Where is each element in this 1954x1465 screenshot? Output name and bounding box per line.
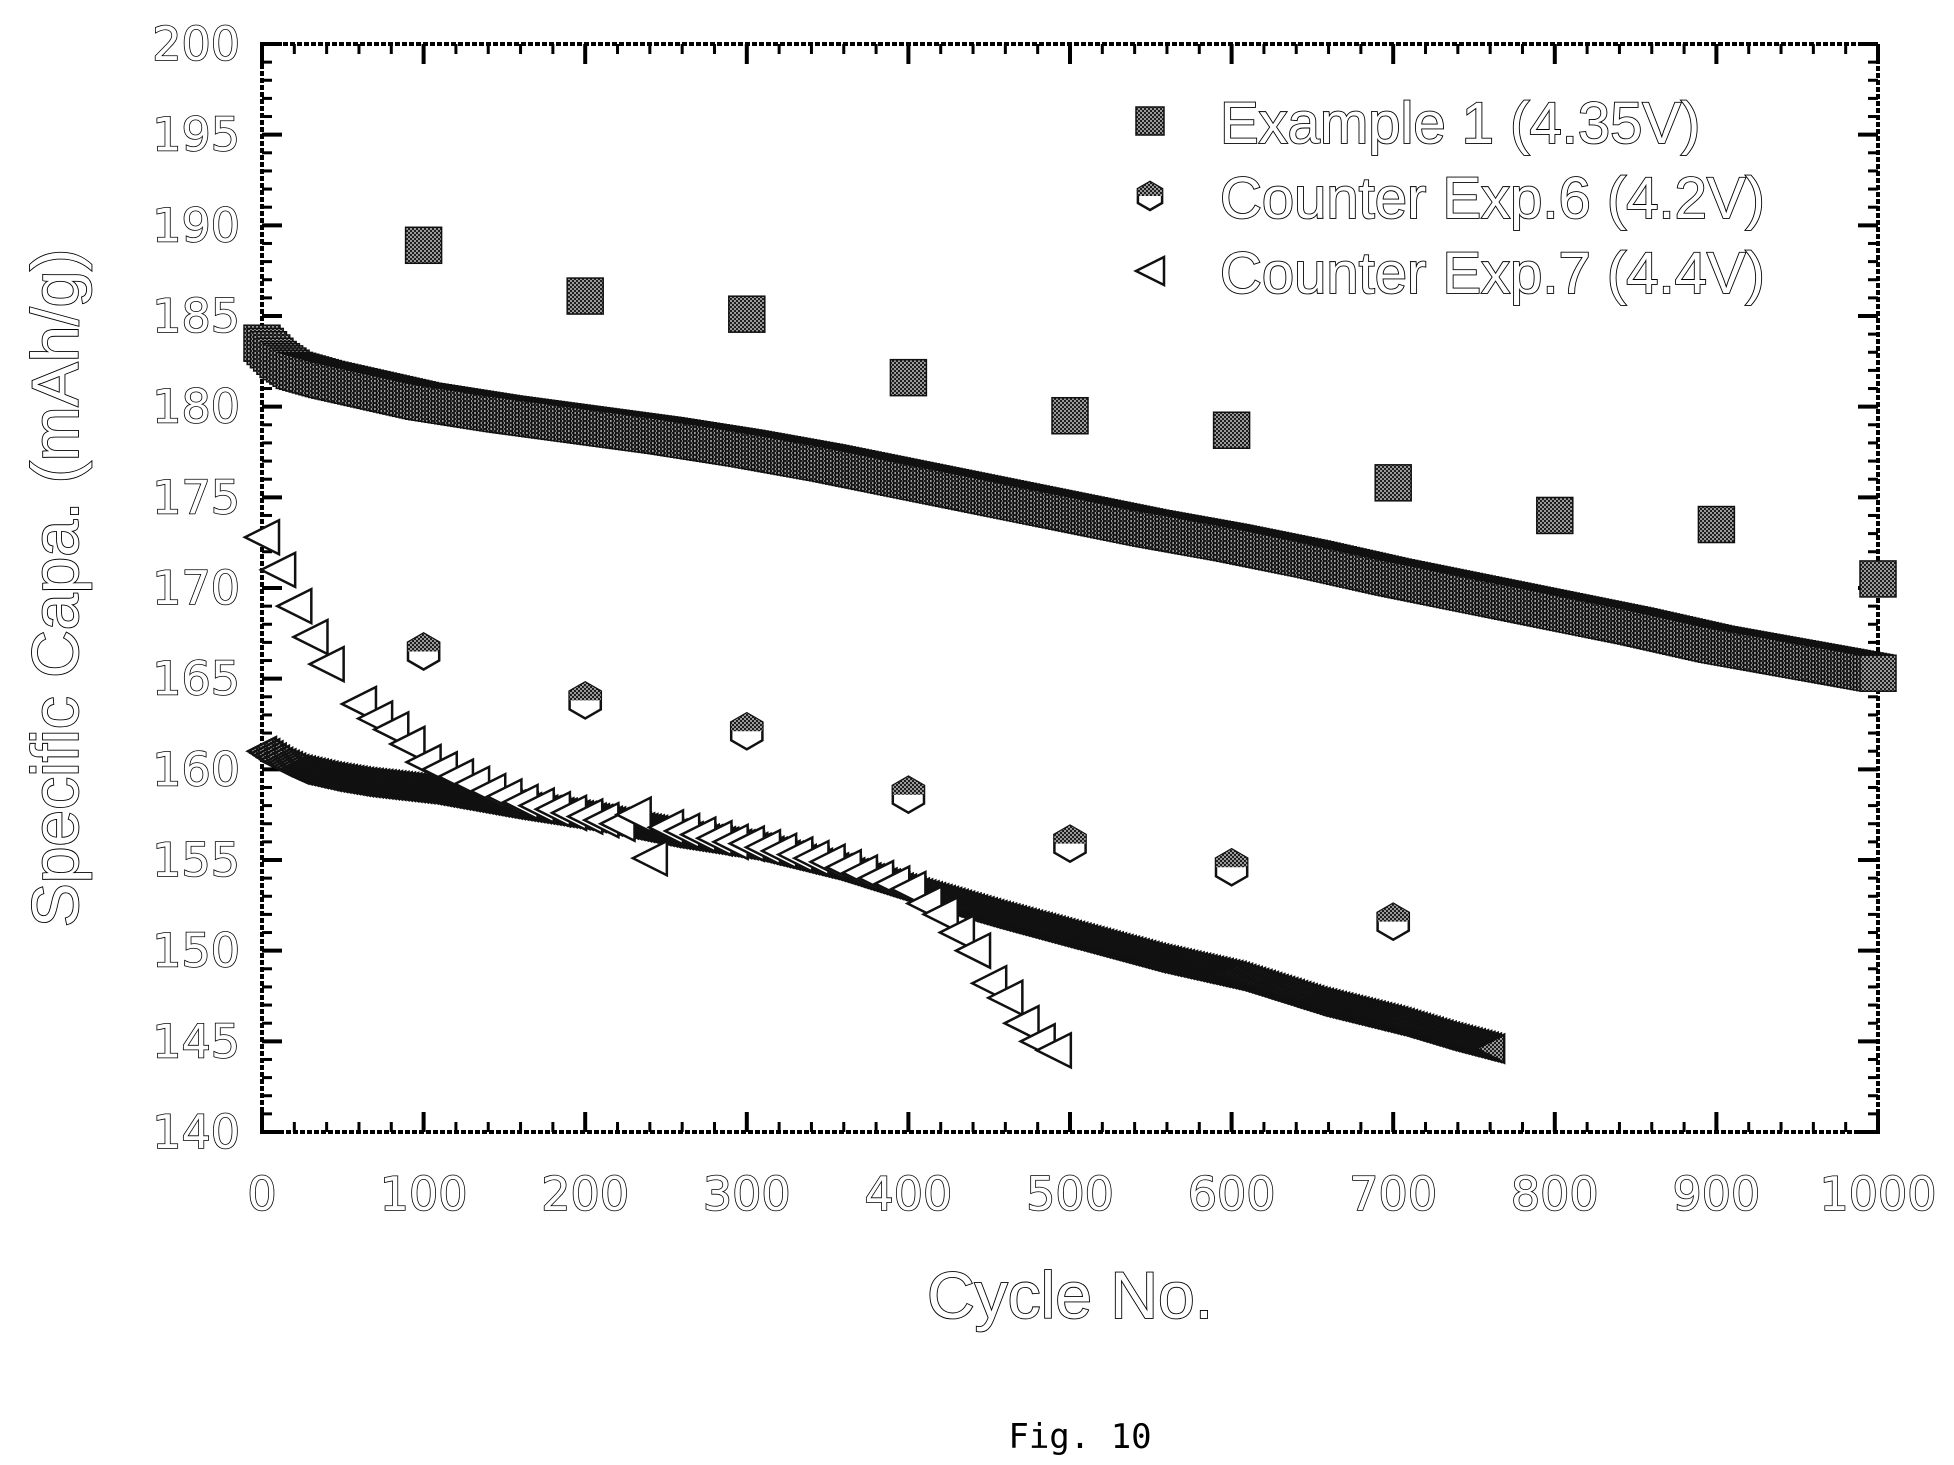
y-tick-label: 170 — [152, 561, 240, 615]
legend-label: Counter Exp.7 (4.4V) — [1220, 241, 1765, 306]
legend-label: Example 1 (4.35V) — [1220, 91, 1700, 156]
data-point — [290, 617, 329, 656]
legend-marker-square — [1135, 106, 1165, 136]
y-tick-label: 145 — [152, 1014, 240, 1068]
data-point — [1859, 560, 1897, 598]
x-tick-label: 500 — [1026, 1167, 1114, 1221]
y-tick-label: 140 — [152, 1105, 240, 1159]
x-axis: 0 100 200 300 400 500 600 700 800 900 1000 — [247, 44, 1937, 1222]
x-tick-label: 200 — [541, 1167, 629, 1221]
y-tick-label: 200 — [152, 17, 240, 71]
y-tick-label: 190 — [152, 198, 240, 252]
legend-label: Counter Exp.6 (4.2V) — [1220, 166, 1765, 231]
data-point — [1697, 505, 1736, 544]
data-point — [1214, 847, 1249, 887]
legend-item-2: Counter Exp.6 (4.2V) — [1136, 165, 1766, 232]
data-point — [1376, 902, 1411, 942]
x-tick-label: 800 — [1511, 1167, 1599, 1221]
x-tick-label: 300 — [703, 1167, 791, 1221]
data-point — [728, 295, 766, 333]
data-point — [406, 632, 441, 671]
y-tick-label: 175 — [152, 470, 240, 524]
data-point — [387, 724, 426, 763]
y-axis-title: Specific Capa. (mAh/g) — [18, 249, 92, 928]
data-point — [1536, 496, 1574, 535]
legend: Example 1 (4.35V) Counter Exp.6 (4.2V) Cou… — [1133, 90, 1766, 307]
x-tick-label: 1000 — [1819, 1167, 1936, 1221]
data-point — [937, 913, 976, 952]
y-tick-label: 195 — [152, 108, 240, 162]
data-point — [1051, 396, 1089, 435]
legend-marker-hexagon — [1136, 180, 1164, 212]
y-tick-label: 155 — [152, 833, 240, 887]
data-point — [985, 978, 1024, 1017]
legend-item-3: Counter Exp.7 (4.4V) — [1133, 240, 1766, 307]
x-tick-label: 600 — [1188, 1167, 1276, 1221]
data-point — [920, 895, 959, 934]
figure-caption: Fig. 10 — [1008, 1417, 1151, 1457]
data-point — [568, 680, 603, 720]
data-point — [1212, 411, 1251, 449]
data-point — [404, 226, 443, 265]
data-point — [889, 358, 928, 397]
data-point — [630, 839, 669, 878]
data-point — [729, 711, 764, 751]
data-point — [891, 775, 926, 815]
x-tick-label: 400 — [864, 1167, 952, 1221]
data-point — [242, 518, 281, 557]
y-tick-label: 165 — [152, 652, 240, 706]
data-point — [1053, 824, 1087, 864]
data-point — [566, 277, 604, 315]
series-1-dense-band — [243, 324, 1897, 692]
data-point — [953, 931, 992, 970]
series-layer — [242, 226, 1897, 1070]
x-tick-label: 100 — [380, 1167, 468, 1221]
legend-marker-triangle-left — [1133, 254, 1166, 288]
dense-point — [1473, 1032, 1506, 1065]
series-2 — [245, 632, 1506, 1065]
series-3 — [242, 518, 1073, 1070]
x-tick-label: 900 — [1672, 1167, 1760, 1221]
data-point — [613, 795, 652, 834]
data-point — [1034, 1031, 1073, 1070]
data-point — [274, 587, 313, 626]
data-point — [258, 550, 297, 589]
x-tick-label: 0 — [247, 1167, 276, 1221]
data-point — [306, 645, 345, 684]
x-tick-label: 700 — [1349, 1167, 1437, 1221]
data-point — [1001, 1004, 1040, 1043]
y-tick-label: 185 — [152, 289, 240, 343]
x-axis-title: Cycle No. — [927, 1258, 1213, 1332]
legend-item-1: Example 1 (4.35V) — [1135, 90, 1701, 157]
dense-point — [1859, 654, 1897, 692]
y-tick-label: 180 — [152, 380, 240, 434]
y-tick-label: 160 — [152, 742, 240, 796]
y-axis: 140 145 150 155 160 165 170 175 180 185 190 195 200 — [151, 16, 1878, 1160]
series-2-dense-band — [245, 735, 1506, 1065]
series-1 — [243, 226, 1897, 692]
y-tick-label: 150 — [152, 924, 240, 978]
data-point — [1374, 464, 1412, 502]
